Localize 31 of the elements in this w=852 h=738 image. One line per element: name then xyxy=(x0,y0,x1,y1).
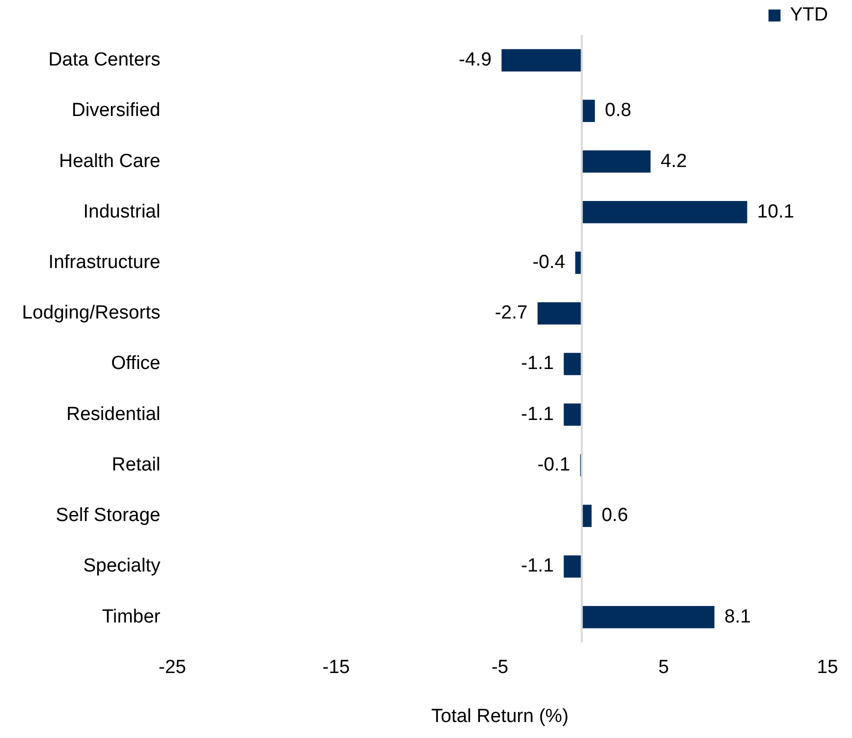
x-tick-label: -15 xyxy=(322,657,350,678)
y-tick-label: Retail xyxy=(112,454,160,476)
y-tick-label: Lodging/Resorts xyxy=(22,302,160,324)
data-label: 0.8 xyxy=(604,100,632,122)
data-label: -4.9 xyxy=(458,50,492,71)
data-label: 0.6 xyxy=(602,505,628,526)
data-label: -1.1 xyxy=(521,353,554,374)
data-label: -1.1 xyxy=(521,404,554,425)
y-tick-label: Residential xyxy=(66,404,160,425)
y-tick-label: Office xyxy=(111,353,160,374)
x-tick-label: 5 xyxy=(658,657,669,678)
y-tick-label: Infrastructure xyxy=(48,252,160,274)
legend-label: YTD xyxy=(790,4,828,26)
y-tick-label: Industrial xyxy=(83,201,160,222)
y-tick-label: Specialty xyxy=(83,556,161,577)
y-tick-label: Self Storage xyxy=(56,505,160,526)
data-label: 10.1 xyxy=(757,201,794,222)
data-label: 4.2 xyxy=(660,150,687,172)
y-tick-label: Data Centers xyxy=(48,50,160,71)
x-axis-title: Total Return (%) xyxy=(431,706,569,727)
x-tick-label: -5 xyxy=(491,657,508,678)
data-label: -0.1 xyxy=(537,454,570,476)
data-label: -2.7 xyxy=(494,302,528,324)
y-tick-label: Timber xyxy=(102,606,162,628)
data-label: -1.1 xyxy=(521,556,554,577)
x-tick-label: -25 xyxy=(158,657,186,678)
y-tick-label: Health Care xyxy=(58,150,160,172)
x-tick-label: 15 xyxy=(816,657,838,678)
data-label: 8.1 xyxy=(724,606,751,628)
data-label: -0.4 xyxy=(532,252,566,274)
y-tick-label: Diversified xyxy=(72,100,160,122)
